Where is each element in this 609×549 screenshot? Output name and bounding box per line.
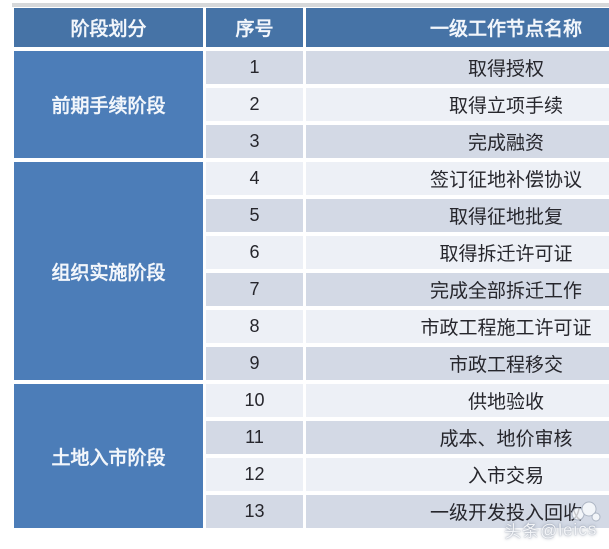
row-node-name: 成本、地价审核 (306, 421, 609, 454)
row-number: 11 (206, 421, 303, 454)
column-header-stage: 阶段划分 (14, 8, 203, 47)
row-number: 5 (206, 199, 303, 232)
row-number: 12 (206, 458, 303, 491)
row-node-name: 取得征地批复 (306, 199, 609, 232)
row-number: 3 (206, 125, 303, 158)
row-number: 4 (206, 162, 303, 195)
row-number: 7 (206, 273, 303, 306)
row-number: 2 (206, 88, 303, 121)
work-nodes-table: 阶段划分 序号 一级工作节点名称 前期手续阶段 组织实施阶段 土地入市阶段 1 … (14, 8, 609, 528)
row-number: 6 (206, 236, 303, 269)
stage-group-land-market: 土地入市阶段 (14, 384, 203, 528)
row-node-name: 入市交易 (306, 458, 609, 491)
row-number: 13 (206, 495, 303, 528)
row-number: 10 (206, 384, 303, 417)
row-node-name: 取得拆迁许可证 (306, 236, 609, 269)
row-number: 8 (206, 310, 303, 343)
column-header-node-name: 一级工作节点名称 (306, 8, 609, 47)
stage-group-implementation: 组织实施阶段 (14, 162, 203, 380)
row-number: 9 (206, 347, 303, 380)
row-node-name: 市政工程移交 (306, 347, 609, 380)
row-node-name: 供地验收 (306, 384, 609, 417)
row-node-name: 一级开发投入回收 (306, 495, 609, 528)
watermark-bubbles-icon (566, 500, 602, 531)
row-node-name: 取得授权 (306, 51, 609, 84)
row-number: 1 (206, 51, 303, 84)
stage-group-preliminary: 前期手续阶段 (14, 51, 203, 158)
row-node-name: 取得立项手续 (306, 88, 609, 121)
row-node-name: 完成融资 (306, 125, 609, 158)
row-node-name: 市政工程施工许可证 (306, 310, 609, 343)
watermark-text: 头条@leics (503, 519, 598, 542)
row-node-name: 签订征地补偿协议 (306, 162, 609, 195)
column-header-number: 序号 (206, 8, 303, 47)
row-node-name: 完成全部拆迁工作 (306, 273, 609, 306)
top-divider-line (12, 3, 609, 7)
